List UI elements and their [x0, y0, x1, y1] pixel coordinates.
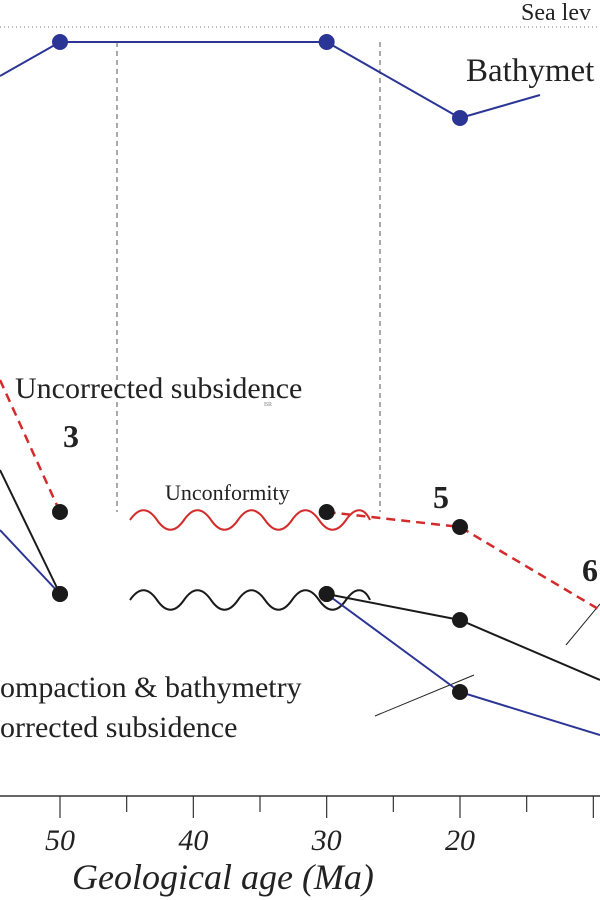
x-axis-title: Geological age (Ma): [72, 857, 374, 897]
series-layer: [0, 34, 600, 736]
series-compaction-bathymetry-corrected-subsidence: [0, 529, 600, 736]
series-line-compaction-corrected-subsidence-1: [326, 593, 600, 681]
step-label-5: 5: [433, 479, 449, 515]
step-label-3: 3: [63, 418, 79, 454]
x-axis-ticks: 50 40 30 20: [45, 796, 594, 857]
data-point-compaction-bathymetry-corrected-subsidence-50ma: [52, 586, 68, 602]
data-point-bathymetry-30ma: [318, 34, 335, 50]
step-label-6: 6: [582, 552, 598, 588]
data-point-bathymetry-50ma: [52, 34, 68, 50]
leader-line-lower: [374, 674, 475, 717]
corrected-subsidence-label-line1: ompaction & bathymetry: [0, 671, 302, 704]
series-uncorrected-subsidence: [0, 379, 600, 612]
tiny-mark: BR: [264, 402, 272, 408]
data-point-uncorrected-subsidence-50ma: [52, 504, 68, 520]
sea-level-label: Sea lev: [521, 0, 591, 26]
data-point-uncorrected-subsidence-30ma: [318, 504, 335, 520]
bathymetry-label: Bathymet: [466, 53, 594, 89]
series-line-compaction-corrected-subsidence-0: [0, 469, 61, 595]
series-line-uncorrected-subsidence-1: [326, 510, 600, 612]
series-line-compaction-bathymetry-corrected-subsidence-0: [0, 529, 61, 595]
data-point-uncorrected-subsidence-20ma: [452, 519, 468, 535]
data-point-compaction-bathymetry-corrected-subsidence-20ma: [452, 684, 468, 700]
data-point-bathymetry-20ma: [452, 110, 468, 126]
uncorrected-subsidence-label: Uncorrected subsidence: [15, 372, 302, 405]
series-line-uncorrected-subsidence-0: [0, 379, 62, 513]
x-tick-label-20: 20: [445, 824, 475, 857]
unconformity-label: Unconformity: [165, 480, 290, 505]
corrected-subsidence-label-line2: orrected subsidence: [0, 711, 237, 744]
x-tick-label-40: 40: [178, 824, 208, 857]
series-compaction-corrected-subsidence: [0, 469, 600, 681]
unconformity-wave-red: [129, 509, 371, 531]
x-tick-label-30: 30: [311, 824, 342, 857]
unconformity-wave-black: [129, 589, 371, 611]
data-point-compaction-bathymetry-corrected-subsidence-30ma: [318, 586, 335, 602]
x-tick-label-50: 50: [45, 824, 75, 857]
leader-line-upper: [565, 603, 600, 646]
series-line-bathymetry-0: [0, 41, 541, 120]
data-point-compaction-corrected-subsidence-20ma: [452, 612, 468, 628]
series-bathymetry: [0, 34, 541, 126]
